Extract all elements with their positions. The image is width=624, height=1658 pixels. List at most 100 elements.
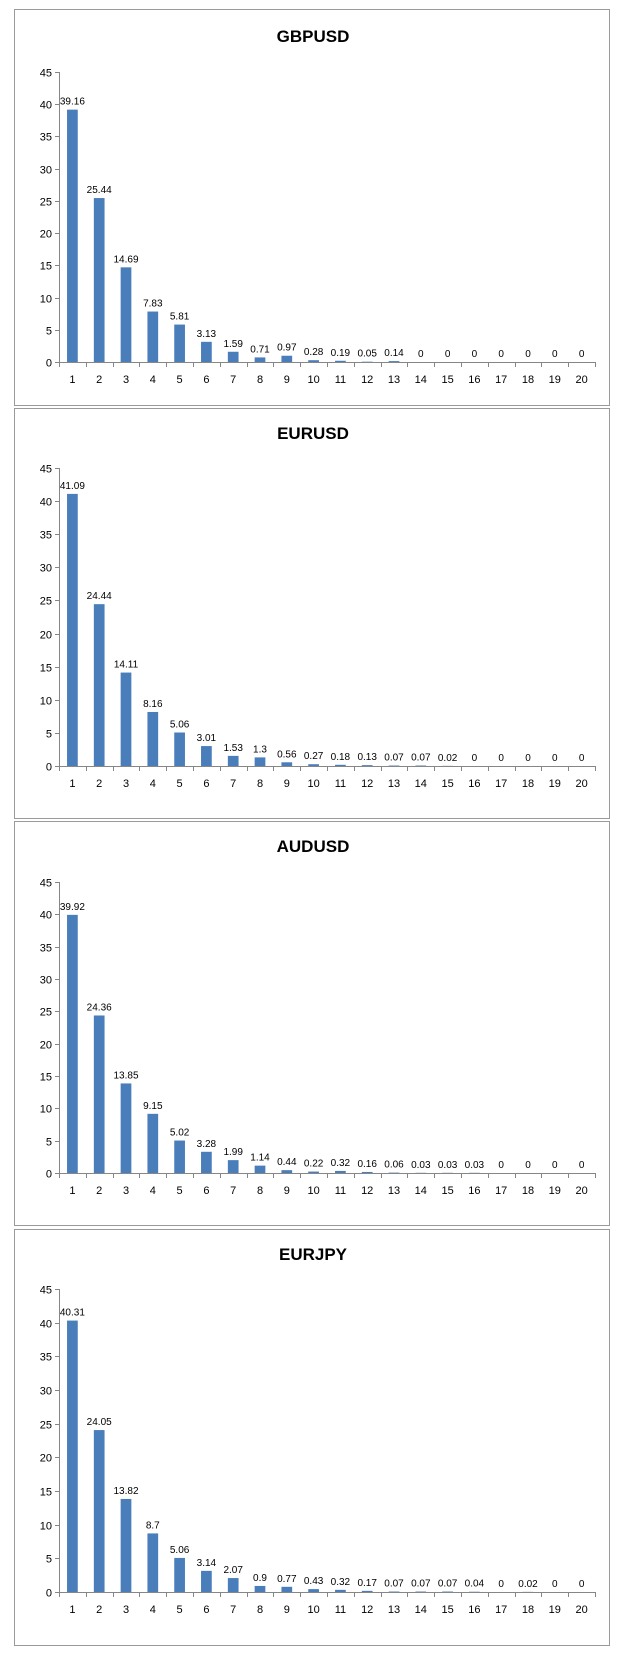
data-label: 0.44	[277, 1157, 297, 1168]
y-tick-label: 40	[40, 1319, 52, 1331]
data-label: 0	[525, 349, 531, 360]
data-label: 0	[472, 349, 478, 360]
data-label: 0.56	[277, 749, 297, 760]
data-label: 0.32	[331, 1577, 351, 1588]
data-label: 13.82	[113, 1486, 138, 1497]
x-tick-label: 3	[123, 374, 129, 386]
data-label: 0	[552, 1160, 558, 1171]
x-tick-label: 14	[415, 778, 427, 790]
x-tick-label: 20	[575, 374, 587, 386]
x-tick-label: 13	[388, 1604, 400, 1616]
y-tick-label: 10	[40, 294, 52, 306]
x-tick-label: 14	[415, 374, 427, 386]
y-tick-label: 20	[40, 1453, 52, 1465]
bar	[201, 341, 212, 362]
data-label: 0.77	[277, 1574, 297, 1585]
x-tick-label: 11	[335, 1185, 346, 1197]
x-tick-label: 16	[468, 1185, 480, 1197]
data-label: 41.09	[60, 481, 85, 492]
y-tick-label: 20	[40, 229, 52, 241]
bar	[308, 360, 319, 362]
x-tick-label: 16	[468, 374, 480, 386]
bar	[254, 757, 266, 766]
bar-chart-gbpusd: GBPUSD05101520253035404539.16125.44214.6…	[40, 27, 596, 386]
chart-panel-eurjpy: EURJPY 0 5 10 15 20 25 30 35 40 45 40.31 1 24.05 2 13.8…	[14, 1229, 610, 1646]
y-tick-label: 35	[40, 530, 52, 542]
x-tick-label: 3	[123, 1604, 129, 1616]
data-label: 0.28	[304, 347, 324, 358]
x-tick-label: 9	[284, 1185, 290, 1197]
data-label: 24.44	[87, 591, 112, 602]
x-tick-label: 11	[335, 374, 346, 386]
x-tick-label: 16	[468, 1604, 480, 1616]
bar-chart-eurusd: EURUSD05101520253035404541.09124.44214.1…	[40, 424, 596, 790]
data-label: 1.14	[250, 1153, 270, 1164]
x-tick-label: 2	[96, 778, 102, 790]
x-tick-label: 17	[495, 374, 507, 386]
data-label: 0.07	[384, 753, 404, 764]
data-label: 0	[498, 349, 504, 360]
x-tick-label: 19	[549, 374, 561, 386]
y-tick-label: 15	[40, 1487, 52, 1499]
x-tick-label: 17	[495, 1185, 507, 1197]
y-tick-label: 15	[40, 663, 52, 675]
bar	[361, 1590, 373, 1592]
x-tick-label: 10	[307, 778, 319, 790]
x-tick-label: 17	[495, 778, 507, 790]
y-tick-label: 15	[40, 261, 52, 273]
data-label: 0.03	[465, 1160, 485, 1171]
bar	[120, 1083, 132, 1173]
x-tick-label: 20	[575, 1604, 587, 1616]
x-tick-label: 13	[388, 778, 400, 790]
x-tick-label: 7	[230, 374, 236, 386]
data-label: 0	[498, 753, 504, 764]
x-tick-label: 11	[335, 1604, 346, 1616]
data-label: 39.92	[60, 902, 85, 913]
data-label: 0.13	[357, 752, 377, 763]
x-tick-label: 15	[441, 1604, 453, 1616]
bar	[93, 1430, 105, 1592]
bar	[254, 1585, 266, 1592]
y-tick-label: 5	[46, 1137, 52, 1149]
data-label: 1.3	[253, 744, 267, 755]
bar	[227, 351, 239, 362]
x-tick-label: 5	[177, 778, 183, 790]
data-label: 9.15	[143, 1101, 163, 1112]
y-tick-label: 30	[40, 975, 52, 987]
x-tick-label: 10	[307, 374, 319, 386]
x-tick-label: 7	[230, 1185, 236, 1197]
x-tick-label: 15	[441, 778, 453, 790]
x-tick-label: 18	[522, 374, 534, 386]
chart-title: EURJPY	[279, 1245, 348, 1264]
chart-panel-gbpusd: GBPUSD 0 5 10 15 20 25 30 35 40 45 39.16 1 25.44 2 14.6…	[14, 9, 610, 406]
bar	[227, 1578, 239, 1592]
y-tick-label: 10	[40, 696, 52, 708]
y-tick-label: 45	[40, 464, 52, 476]
x-tick-label: 13	[388, 374, 400, 386]
data-label: 0	[445, 349, 451, 360]
x-tick-label: 14	[415, 1604, 427, 1616]
y-tick-label: 20	[40, 630, 52, 642]
data-label: 0	[498, 1160, 504, 1171]
x-tick-label: 12	[361, 778, 373, 790]
y-tick-label: 0	[46, 358, 52, 370]
y-tick-label: 5	[46, 326, 52, 338]
x-tick-label: 9	[284, 374, 290, 386]
bar	[120, 672, 132, 766]
y-tick-label: 45	[40, 68, 52, 80]
bar	[335, 1170, 346, 1173]
x-tick-label: 17	[495, 1604, 507, 1616]
x-tick-label: 4	[150, 374, 156, 386]
x-tick-label: 10	[307, 1604, 319, 1616]
x-tick-label: 2	[96, 1604, 102, 1616]
data-label: 0	[472, 753, 478, 764]
y-tick-label: 10	[40, 1521, 52, 1533]
x-tick-label: 20	[575, 778, 587, 790]
x-tick-label: 11	[335, 778, 346, 790]
data-label: 14.11	[114, 660, 139, 671]
x-tick-label: 12	[361, 374, 373, 386]
y-tick-label: 5	[46, 1554, 52, 1566]
x-tick-label: 18	[522, 1185, 534, 1197]
data-label: 0.03	[438, 1160, 458, 1171]
x-tick-label: 15	[441, 1185, 453, 1197]
